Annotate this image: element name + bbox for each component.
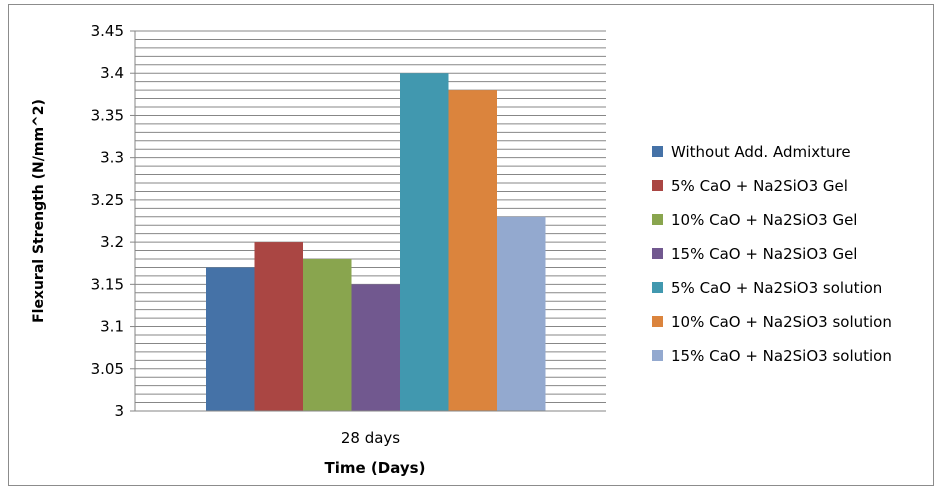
y-tick-label: 3.05 <box>91 360 124 378</box>
y-tick-label: 3.35 <box>91 106 124 124</box>
bar-3 <box>303 259 352 411</box>
y-tick-label: 3.4 <box>100 64 124 82</box>
chart-frame: 3 3.05 3.1 3.15 3.2 3.25 3.3 3.35 3.4 3.45 28 day… <box>8 4 934 486</box>
y-tick-label: 3.2 <box>100 233 124 251</box>
y-axis-title: Flexural Strength (N/mm^2) <box>31 99 47 323</box>
bar-6 <box>448 90 497 411</box>
bar-4 <box>351 284 400 411</box>
x-tick-label: 28 days <box>341 429 400 447</box>
y-tick-label: 3.1 <box>100 318 124 336</box>
legend-label: 10% CaO + Na2SiO3 Gel <box>671 211 857 229</box>
legend: Without Add. Admixture 5% CaO + Na2SiO3 G… <box>652 143 892 365</box>
x-tick-labels: 28 days <box>341 429 400 447</box>
legend-swatch <box>652 180 663 191</box>
legend-label: 15% CaO + Na2SiO3 solution <box>671 347 892 365</box>
legend-swatch <box>652 214 663 225</box>
y-tick-label: 3.15 <box>91 275 124 293</box>
legend-label: 15% CaO + Na2SiO3 Gel <box>671 245 857 263</box>
bar-2 <box>254 242 303 411</box>
y-tick-label: 3 <box>114 402 124 420</box>
legend-label: 5% CaO + Na2SiO3 solution <box>671 279 882 297</box>
legend-swatch <box>652 146 663 157</box>
axes <box>134 31 606 412</box>
bar-5 <box>400 73 449 411</box>
legend-swatch <box>652 316 663 327</box>
y-tick-label: 3.3 <box>100 149 124 167</box>
bars <box>206 73 546 411</box>
y-tick-labels: 3 3.05 3.1 3.15 3.2 3.25 3.3 3.35 3.4 3.45 <box>91 22 135 420</box>
y-tick-label: 3.45 <box>91 22 124 40</box>
x-axis-title: Time (Days) <box>325 459 426 477</box>
legend-label: 10% CaO + Na2SiO3 solution <box>671 313 892 331</box>
y-tick-label: 3.25 <box>91 191 124 209</box>
bar-chart: 3 3.05 3.1 3.15 3.2 3.25 3.3 3.35 3.4 3.45 28 day… <box>31 22 892 477</box>
legend-swatch <box>652 350 663 361</box>
bar-1 <box>206 267 255 411</box>
bar-7 <box>497 216 546 411</box>
legend-label: Without Add. Admixture <box>671 143 851 161</box>
legend-label: 5% CaO + Na2SiO3 Gel <box>671 177 848 195</box>
legend-swatch <box>652 282 663 293</box>
legend-swatch <box>652 248 663 259</box>
